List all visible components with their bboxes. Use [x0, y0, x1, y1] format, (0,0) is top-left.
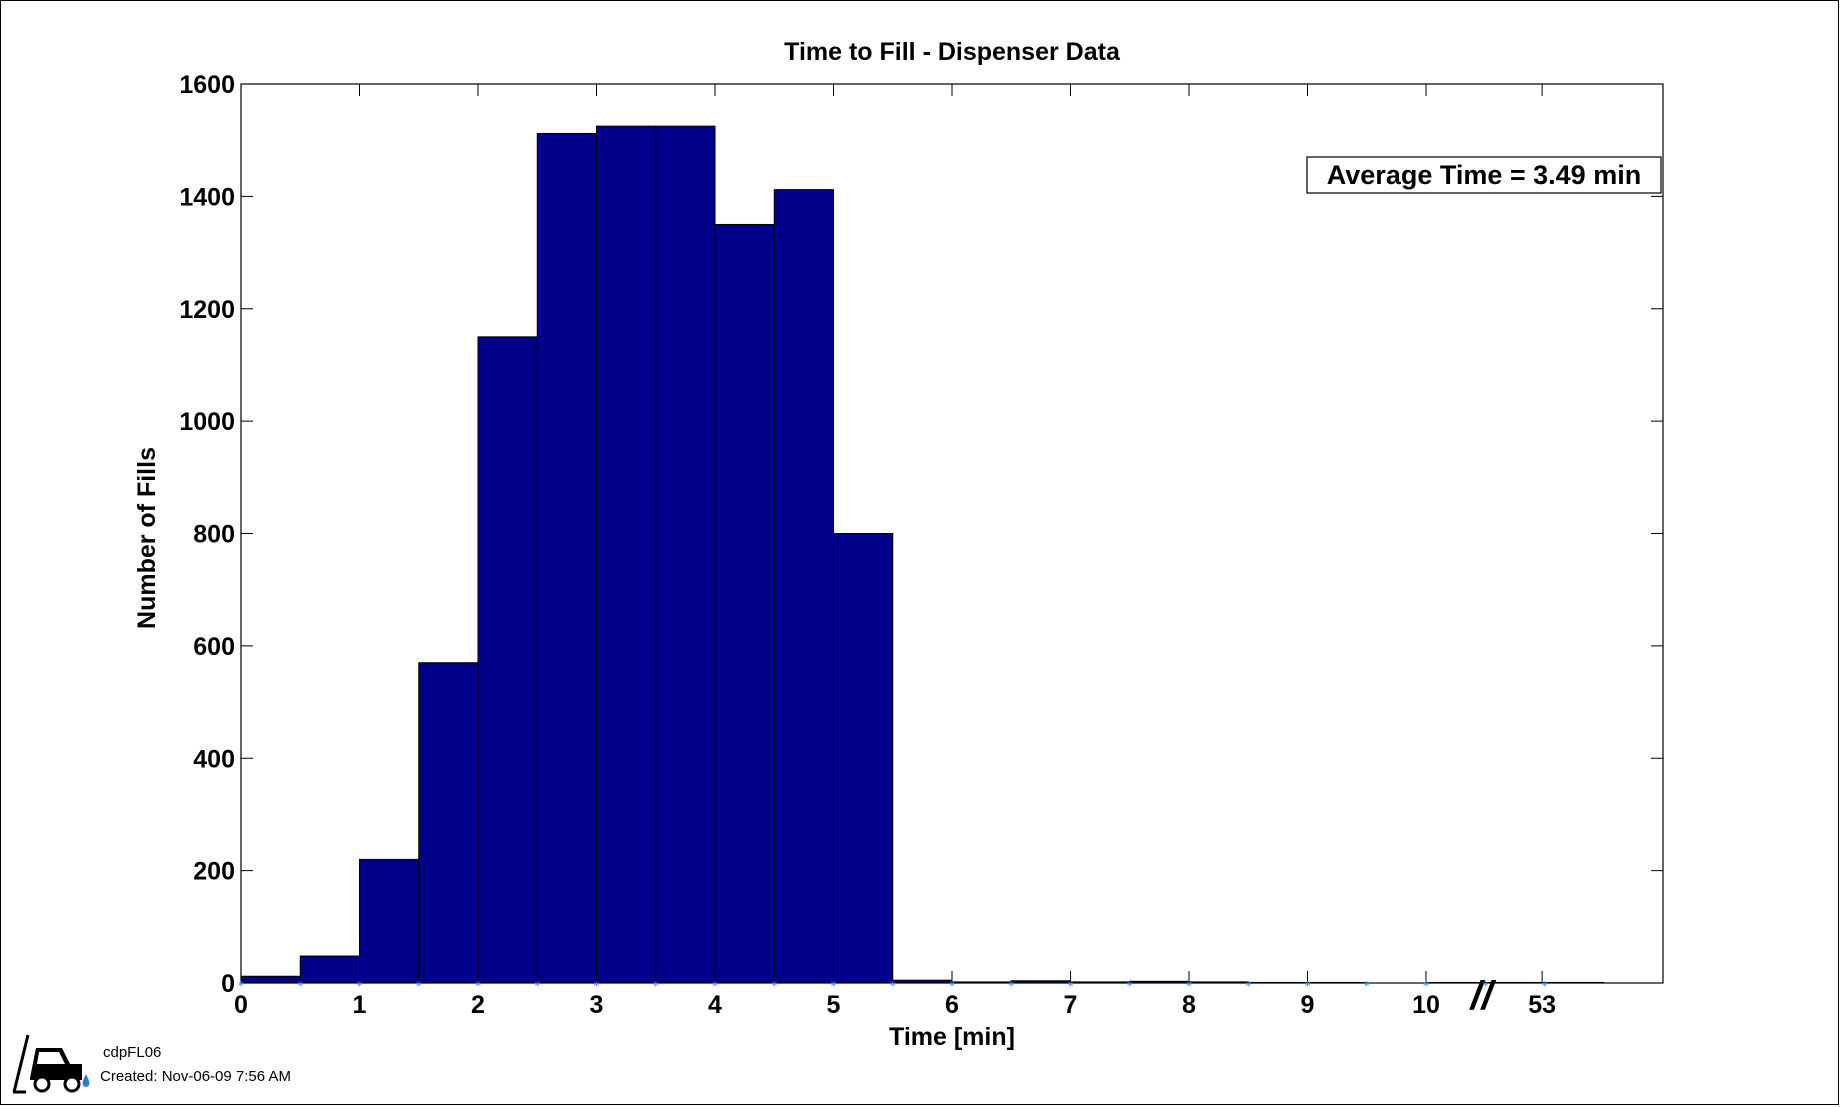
- x-tick-label: 9: [1301, 991, 1315, 1019]
- y-tick-label: 1000: [179, 408, 235, 436]
- baseline-marker: *: [1245, 979, 1251, 993]
- histogram-bar: [596, 125, 657, 984]
- histogram-bar: [299, 955, 360, 984]
- average-time-annotation: Average Time = 3.49 min: [1327, 160, 1641, 190]
- x-tick-label: 0: [234, 991, 248, 1019]
- baseline-marker: *: [1364, 979, 1370, 993]
- chart-title: Time to Fill - Dispenser Data: [784, 38, 1121, 66]
- baseline-marker: *: [357, 979, 363, 993]
- x-tick-label: 7: [1064, 991, 1078, 1019]
- x-tick-label: 1: [353, 991, 367, 1019]
- baseline-marker: *: [1068, 979, 1074, 993]
- baseline-marker: *: [771, 979, 777, 993]
- y-tick-label: 400: [193, 745, 235, 773]
- y-tick-label: 0: [221, 970, 235, 998]
- figure-id-label: cdpFL06: [103, 1044, 162, 1061]
- y-tick-label: 200: [193, 858, 235, 886]
- histogram-bar: [359, 858, 420, 984]
- histogram-bar: [536, 132, 597, 984]
- baseline-marker: *: [416, 979, 422, 993]
- x-tick-label: 6: [945, 991, 959, 1019]
- histogram-bar: [833, 533, 894, 984]
- histogram-bar: [477, 336, 538, 984]
- forklift-fuel-icon: [12, 1034, 90, 1094]
- histogram-bar: [773, 189, 834, 984]
- baseline-marker: *: [1008, 979, 1014, 993]
- baseline-marker: *: [890, 979, 896, 993]
- created-timestamp: Created: Nov-06-09 7:56 AM: [100, 1068, 291, 1085]
- x-tick-label: 5: [827, 991, 841, 1019]
- axis-break-symbol: //: [1469, 974, 1497, 1018]
- baseline-marker: *: [1482, 979, 1488, 993]
- baseline-marker: *: [949, 979, 955, 993]
- y-tick-label: 1400: [179, 183, 235, 211]
- baseline-marker: *: [1542, 979, 1548, 993]
- baseline-marker: *: [534, 979, 540, 993]
- x-tick-label: 2: [471, 991, 485, 1019]
- histogram-bar: [714, 223, 775, 984]
- average-time-box: [1306, 156, 1662, 194]
- baseline-marker: *: [1127, 979, 1133, 993]
- x-tick-label: 53: [1528, 991, 1556, 1019]
- baseline-marker: *: [1305, 979, 1311, 993]
- y-tick-label: 600: [193, 633, 235, 661]
- x-axis-label: Time [min]: [889, 1023, 1015, 1051]
- baseline-marker: *: [653, 979, 659, 993]
- histogram-bar: [240, 975, 301, 984]
- baseline-marker: *: [238, 979, 244, 993]
- baseline-marker: *: [831, 979, 837, 993]
- baseline-marker: *: [475, 979, 481, 993]
- baseline-marker: *: [297, 979, 303, 993]
- histogram-bar: [655, 125, 716, 984]
- y-tick-label: 800: [193, 521, 235, 549]
- y-tick-label: 1200: [179, 296, 235, 324]
- x-tick-label: 4: [708, 991, 722, 1019]
- baseline-marker: *: [594, 979, 600, 993]
- x-tick-label: 10: [1412, 991, 1440, 1019]
- x-tick-label: 8: [1182, 991, 1196, 1019]
- baseline-marker: *: [712, 979, 718, 993]
- y-axis-label: Number of Fills: [133, 447, 161, 629]
- baseline-marker: *: [1186, 979, 1192, 993]
- y-tick-label: 1600: [179, 71, 235, 99]
- x-tick-label: 3: [590, 991, 604, 1019]
- histogram-bar: [418, 662, 479, 984]
- baseline-marker: *: [1423, 979, 1429, 993]
